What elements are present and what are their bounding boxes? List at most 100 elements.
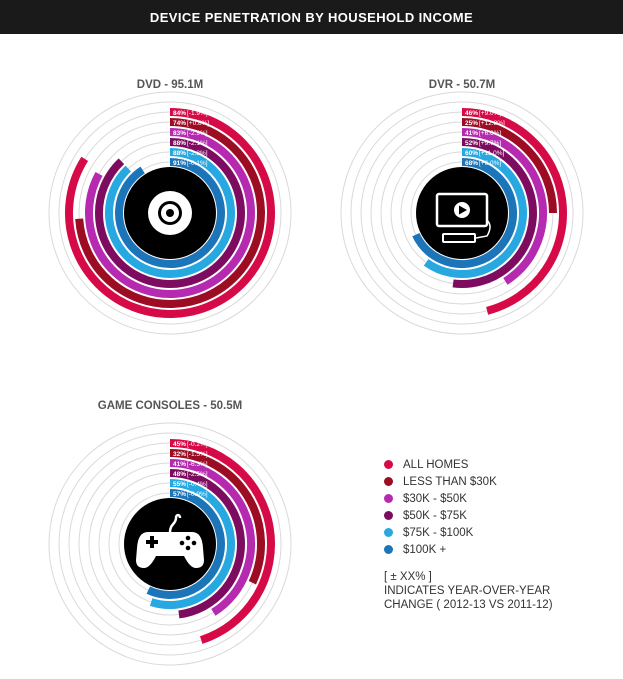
legend-item-all-homes: ALL HOMES — [384, 456, 614, 473]
play-triangle — [459, 205, 467, 215]
legend-swatch — [384, 545, 393, 554]
radial-chart-0: DVD - 95.1M 84% [-1.9%]74% [+0.8%]83% [-2.9%… — [48, 79, 292, 335]
legend-swatch — [384, 511, 393, 520]
controller-button — [179, 540, 185, 546]
legend-label: ALL HOMES — [403, 458, 469, 471]
legend-item-30k-50k: $30K - $50K — [384, 490, 614, 507]
legend-label: $30K - $50K — [403, 492, 467, 505]
change-label: [-0.1%] — [187, 160, 208, 167]
data-arc — [169, 469, 245, 619]
legend-label: $100K + — [403, 543, 447, 556]
legend-label: LESS THAN $30K — [403, 475, 497, 488]
chart-title: DVD - 95.1M — [137, 79, 203, 91]
data-arc — [149, 479, 236, 609]
data-arc — [105, 148, 235, 278]
change-label: [+11.0%] — [479, 150, 505, 157]
legend-item-100k-plus: $100K + — [384, 541, 614, 558]
legend: ALL HOMES LESS THAN $30K $30K - $50K $50… — [384, 456, 614, 612]
legend-swatch — [384, 494, 393, 503]
change-label: [-1.9%] — [187, 110, 208, 117]
change-label: [-6.3%] — [187, 461, 208, 468]
data-label: 84% — [173, 110, 186, 117]
guide-ring — [58, 101, 282, 325]
controller-button — [191, 540, 197, 546]
data-arc — [461, 118, 557, 214]
dvr-screen-icon — [435, 192, 491, 243]
dpad-vertical — [150, 536, 154, 548]
controller-cord — [168, 513, 182, 533]
data-arc — [95, 138, 245, 288]
data-label: 48% — [173, 471, 186, 478]
data-arc — [461, 128, 547, 285]
controller-button — [185, 545, 191, 551]
guide-ring — [350, 101, 574, 325]
data-label: 74% — [173, 120, 186, 127]
data-label: 32% — [173, 451, 186, 458]
header-bar: DEVICE PENETRATION BY HOUSEHOLD INCOME — [0, 0, 623, 34]
dvr-cable — [475, 219, 491, 239]
data-label: 68% — [465, 160, 478, 167]
data-label: 55% — [173, 481, 186, 488]
legend-swatch — [384, 460, 393, 469]
legend-swatch — [384, 528, 393, 537]
data-label: 88% — [173, 150, 186, 157]
data-arc — [115, 158, 225, 268]
guide-ring — [48, 91, 292, 335]
data-arc — [423, 148, 527, 278]
page-title: DEVICE PENETRATION BY HOUSEHOLD INCOME — [149, 9, 474, 25]
change-label: [-0.2%] — [187, 441, 208, 448]
legend-label: $75K - $100K — [403, 526, 474, 539]
legend-note: [ ± XX% ] INDICATES YEAR-OVER-YEAR CHANG… — [384, 570, 614, 612]
controller-button — [185, 535, 191, 541]
change-label: [+0.8%] — [187, 120, 209, 127]
data-arc — [146, 489, 225, 599]
guide-ring — [340, 91, 584, 335]
legend-item-less-than-30k: LESS THAN $30K — [384, 473, 614, 490]
change-label: [+12.8%] — [479, 120, 505, 127]
data-arc — [461, 108, 568, 315]
dvr-box — [442, 233, 476, 243]
data-label: 41% — [173, 461, 186, 468]
guide-ring — [58, 432, 282, 656]
data-label: 57% — [173, 491, 186, 498]
change-label: [+9.7%] — [479, 140, 501, 147]
data-arc — [169, 449, 265, 585]
legend-item-75k-100k: $75K - $100K — [384, 524, 614, 541]
data-label: 60% — [465, 150, 478, 157]
data-label: 41% — [465, 130, 478, 137]
data-arc — [169, 459, 255, 616]
change-label: [-2.1%] — [187, 140, 208, 147]
legend-label: $50K - $75K — [403, 509, 467, 522]
change-label: [+6.6%] — [479, 130, 501, 137]
change-label: [-0.9%] — [187, 491, 208, 498]
radial-chart-1: DVR - 50.7M 46% [+9.0%]25% [+12.8%]41% [+6.6… — [340, 79, 584, 335]
change-label: [-2.5%] — [187, 471, 208, 478]
data-arc — [169, 439, 275, 644]
legend-note-line: CHANGE ( 2012-13 VS 2011-12) — [384, 599, 553, 611]
data-arc — [452, 138, 537, 288]
data-label: 46% — [465, 110, 478, 117]
legend-swatch — [384, 477, 393, 486]
legend-note-line: INDICATES YEAR-OVER-YEAR — [384, 585, 551, 597]
data-label: 25% — [465, 120, 478, 127]
change-label: [-0.4%] — [187, 481, 208, 488]
guide-ring — [48, 422, 292, 666]
data-label: 83% — [173, 130, 186, 137]
data-arc — [75, 118, 265, 308]
change-label: [-2.9%] — [187, 130, 208, 137]
game-controller-icon — [136, 513, 204, 568]
data-arc — [412, 158, 517, 268]
data-label: 91% — [173, 160, 186, 167]
dvd-disc-icon — [148, 191, 192, 235]
data-label: 52% — [465, 140, 478, 147]
chart-title: GAME CONSOLES - 50.5M — [98, 400, 242, 412]
radial-chart-2: GAME CONSOLES - 50.5M 45% [-0.2%]32% [-1.5%… — [48, 400, 292, 666]
change-label: [+6.0%] — [479, 160, 501, 167]
data-label: 45% — [173, 441, 186, 448]
change-label: [-2.3%] — [187, 150, 208, 157]
data-arc — [85, 128, 255, 298]
data-arc — [65, 108, 275, 318]
disc-hole — [166, 209, 174, 217]
legend-item-50k-75k: $50K - $75K — [384, 507, 614, 524]
